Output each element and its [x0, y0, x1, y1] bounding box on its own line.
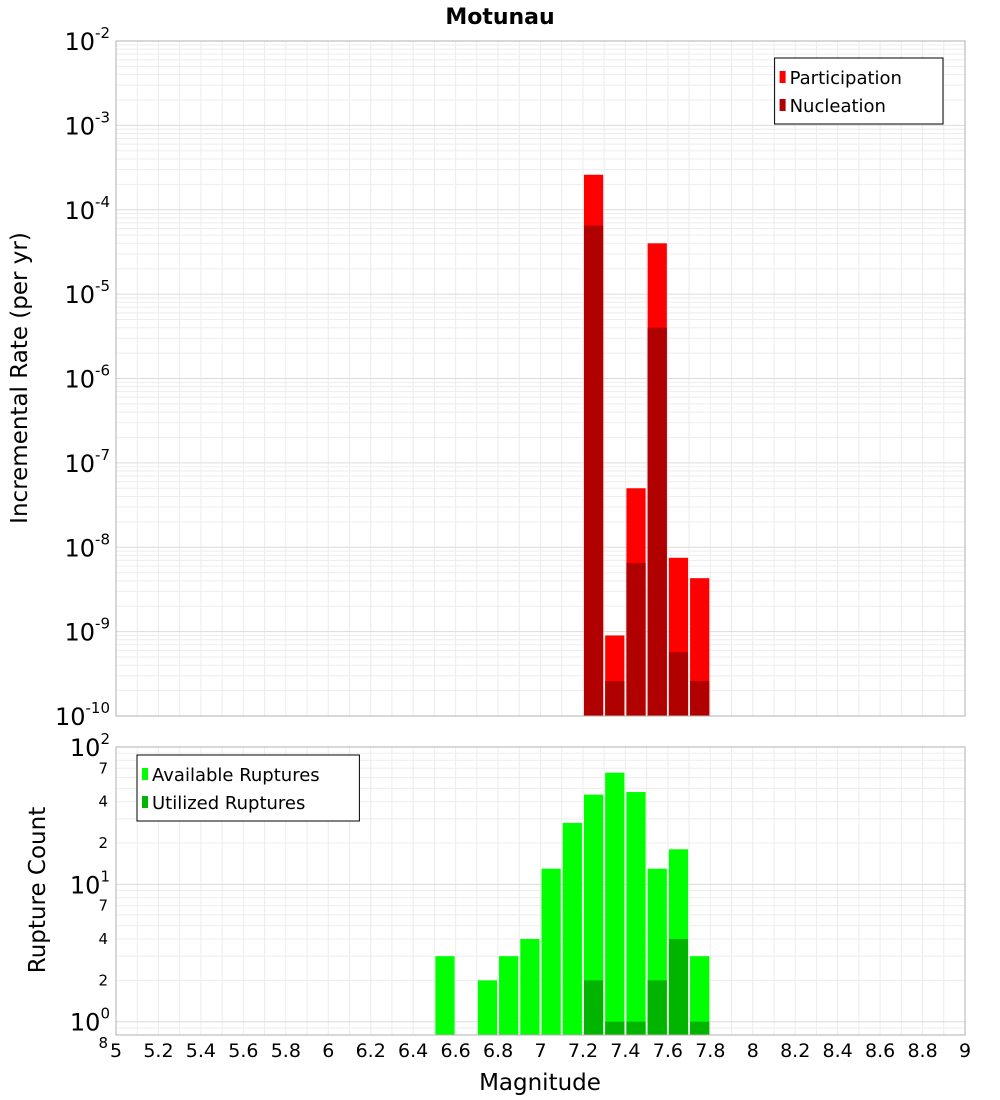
- bottom-y-axis-title: Rupture Count: [25, 807, 51, 973]
- top-y-axis-title: Incremental Rate (per yr): [7, 232, 33, 524]
- count-y-minor-label: 7: [98, 897, 108, 915]
- count-bar: [690, 956, 710, 1035]
- count-plot-border: [115, 746, 966, 1036]
- count-y-minor-labels: 7 4 2 7 4 2 8: [98, 759, 108, 1052]
- rate-series-1: [583, 225, 710, 716]
- count-bar: [668, 939, 689, 1035]
- count-y-minor-label: 2: [98, 971, 108, 989]
- count-y-minor-label: 7: [98, 759, 108, 777]
- count-y-tick-label: 102: [70, 730, 110, 762]
- count-panel: 102 101 100 7 4 2 7 4 2 8 Available Ruptures Utiliz…: [70, 730, 971, 1062]
- rate-y-tick-label: 10-4: [64, 193, 110, 225]
- rate-legend-label: Nucleation: [790, 96, 886, 117]
- rate-y-tick-label: 10-7: [64, 446, 110, 478]
- rate-y-tick-label: 10-10: [55, 699, 110, 731]
- rate-legend-swatch: [779, 99, 786, 111]
- count-bar: [605, 1021, 625, 1035]
- x-axis-title: Magnitude: [479, 1070, 601, 1096]
- rate-y-tick-label: 10-3: [64, 108, 110, 140]
- x-tick-label: 8.6: [865, 1040, 895, 1062]
- rate-bar: [583, 225, 604, 716]
- rate-legend-box: [774, 57, 944, 125]
- x-tick-label: 5.6: [228, 1040, 258, 1062]
- count-bar: [477, 980, 498, 1035]
- rate-bar: [668, 652, 689, 716]
- count-bar: [541, 868, 561, 1035]
- x-tick-label: 6.4: [398, 1040, 428, 1062]
- x-tick-label: 5.4: [186, 1040, 216, 1062]
- rate-plot-border: [115, 40, 966, 717]
- rate-bar: [605, 680, 625, 716]
- count-y-minor-label: 4: [98, 930, 108, 948]
- x-tick-label: 5.8: [271, 1040, 301, 1062]
- count-bar: [435, 956, 455, 1035]
- count-y-tick-label: 101: [70, 867, 110, 899]
- rate-bar: [647, 327, 667, 716]
- x-tick-label: 6.8: [483, 1040, 513, 1062]
- count-y-minor-label: 4: [98, 793, 108, 811]
- x-tick-label: 5: [110, 1040, 122, 1062]
- count-legend: Available Ruptures Utilized Ruptures: [136, 754, 360, 822]
- x-tick-label: 8.8: [907, 1040, 937, 1062]
- count-bar: [690, 1021, 710, 1035]
- count-y-minor-label: 2: [98, 834, 108, 852]
- count-bar: [626, 792, 646, 1035]
- rate-legend-label: Participation: [790, 68, 902, 89]
- rate-y-tick-labels: 10-2 10-3 10-4 10-5 10-6 10-7 10-8 10-9 10-10: [55, 24, 110, 731]
- count-y-minor-label: 8: [98, 1034, 108, 1052]
- x-tick-label: 7.8: [695, 1040, 725, 1062]
- rate-y-tick-label: 10-5: [64, 277, 110, 309]
- x-tick-label: 6.2: [356, 1040, 386, 1062]
- x-tick-label: 7.4: [610, 1040, 640, 1062]
- x-tick-label: 7.2: [568, 1040, 598, 1062]
- count-bar: [562, 822, 582, 1035]
- count-bar: [499, 956, 519, 1035]
- x-tick-label: 7.6: [653, 1040, 683, 1062]
- x-tick-label: 5.2: [143, 1040, 173, 1062]
- count-legend-label: Available Ruptures: [152, 765, 320, 786]
- x-tick-label: 6: [322, 1040, 334, 1062]
- count-legend-swatch: [142, 796, 148, 808]
- x-tick-labels: 5 5.2 5.4 5.6 5.8 6 6.2 6.4 6.6 6.8 7 7.2 7.4 7.6 7.8 8…: [110, 1040, 971, 1062]
- count-bar: [583, 980, 604, 1035]
- rate-bar: [690, 680, 710, 716]
- rate-y-tick-label: 10-2: [64, 24, 110, 56]
- count-y-tick-label: 100: [70, 1005, 110, 1037]
- x-tick-label: 6.6: [440, 1040, 470, 1062]
- rate-y-tick-label: 10-9: [64, 615, 110, 647]
- count-bar: [626, 1021, 646, 1035]
- x-tick-label: 7: [534, 1040, 546, 1062]
- count-legend-box: [136, 754, 360, 822]
- rate-legend-swatch: [779, 71, 786, 83]
- x-tick-label: 9: [959, 1040, 971, 1062]
- count-bar: [583, 794, 604, 1035]
- x-tick-label: 8.4: [823, 1040, 853, 1062]
- x-tick-label: 8.2: [780, 1040, 810, 1062]
- count-legend-label: Utilized Ruptures: [152, 793, 305, 814]
- count-y-tick-labels: 102 101 100: [70, 730, 110, 1037]
- count-bar: [520, 939, 540, 1035]
- rate-bar: [626, 563, 646, 716]
- count-bar: [605, 772, 625, 1035]
- chart-title: Motunau: [445, 5, 554, 30]
- rate-panel: 10-2 10-3 10-4 10-5 10-6 10-7 10-8 10-9 10-10 Par…: [55, 24, 966, 731]
- x-tick-label: 8: [747, 1040, 759, 1062]
- rate-y-tick-label: 10-8: [64, 530, 110, 562]
- count-bar: [647, 980, 667, 1035]
- rate-y-tick-label: 10-6: [64, 362, 110, 394]
- count-legend-swatch: [142, 768, 148, 780]
- rate-gridlines: [115, 40, 966, 717]
- count-series-1: [583, 939, 710, 1035]
- rate-legend: Participation Nucleation: [774, 57, 944, 125]
